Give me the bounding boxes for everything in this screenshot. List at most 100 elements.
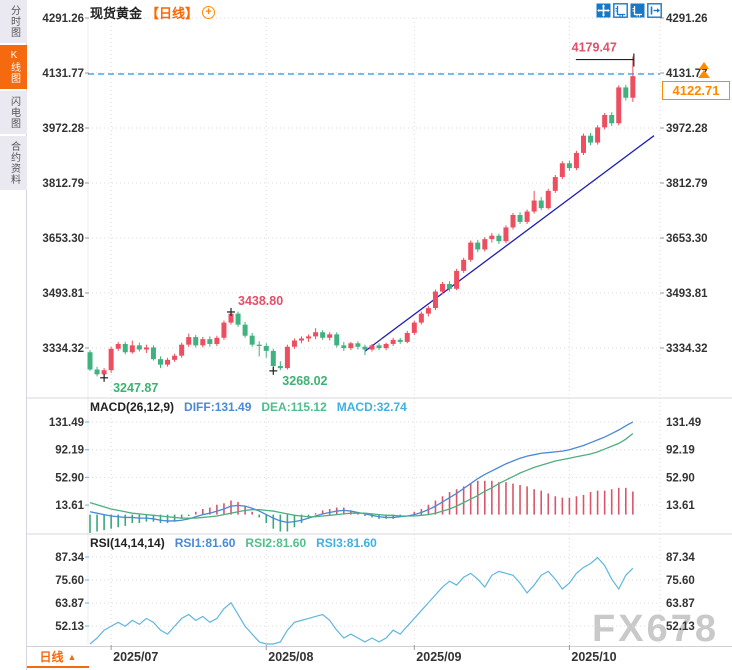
period-tab-label: 日线 xyxy=(39,650,64,664)
rsi2-value: RSI2:81.60 xyxy=(245,536,307,550)
sidebar-item-contract-info[interactable]: 合约资料 xyxy=(0,136,27,190)
pan-crosshair-icon[interactable] xyxy=(596,3,611,18)
candle xyxy=(390,339,396,344)
candle xyxy=(524,211,530,222)
svg-text:75.60: 75.60 xyxy=(666,575,695,587)
candle xyxy=(242,324,248,336)
candle xyxy=(573,152,579,169)
candle xyxy=(108,348,114,371)
candle xyxy=(616,87,622,124)
macd-name: MACD(26,12,9) xyxy=(90,400,175,414)
svg-text:75.60: 75.60 xyxy=(55,575,84,587)
rsi-panel xyxy=(89,556,634,645)
candle xyxy=(313,332,319,337)
svg-text:3438.80: 3438.80 xyxy=(238,294,283,308)
candle xyxy=(545,190,551,209)
candle xyxy=(538,200,544,209)
svg-text:92.19: 92.19 xyxy=(55,445,84,457)
rsi-name: RSI(14,14,14) xyxy=(90,536,165,550)
svg-text:131.49: 131.49 xyxy=(666,417,701,429)
axis-scale-icon[interactable] xyxy=(613,3,628,18)
svg-text:63.87: 63.87 xyxy=(55,598,84,610)
candle xyxy=(186,337,192,345)
svg-text:3247.87: 3247.87 xyxy=(113,381,158,395)
candle xyxy=(552,177,558,191)
macd-indicator-header: MACD(26,12,9) DIFF:131.49 DEA:115.12 MAC… xyxy=(90,400,407,414)
svg-text:52.13: 52.13 xyxy=(55,621,84,633)
candle xyxy=(270,350,276,367)
rsi1-value: RSI1:81.60 xyxy=(174,536,236,550)
svg-text:4131.77: 4131.77 xyxy=(42,68,84,80)
sidebar-item-time-chart[interactable]: 分时图 xyxy=(0,0,27,43)
candle xyxy=(284,346,290,369)
candle xyxy=(214,337,220,344)
svg-text:4291.26: 4291.26 xyxy=(666,13,708,25)
candle xyxy=(503,227,509,242)
candle xyxy=(595,127,601,143)
svg-text:3268.02: 3268.02 xyxy=(282,374,327,388)
svg-text:3493.81: 3493.81 xyxy=(666,288,708,300)
candle xyxy=(581,135,586,153)
candle xyxy=(440,283,445,292)
svg-text:3653.30: 3653.30 xyxy=(42,233,84,245)
svg-text:87.34: 87.34 xyxy=(666,552,695,564)
candle xyxy=(299,338,304,341)
candle xyxy=(517,214,523,222)
collapse-right-icon[interactable] xyxy=(647,3,662,18)
candle xyxy=(122,343,128,353)
chart-toolbar xyxy=(596,3,662,18)
candle xyxy=(291,340,297,347)
chart-title-bar: 现货黄金 【日线】 + xyxy=(90,3,216,22)
candle xyxy=(397,339,403,342)
macd-diff-line xyxy=(89,421,634,524)
period-tab-daily[interactable]: 日线 ▲ xyxy=(27,647,89,668)
candle xyxy=(200,339,206,346)
svg-text:4291.26: 4291.26 xyxy=(42,13,84,25)
svg-text:3972.28: 3972.28 xyxy=(42,123,84,135)
candle xyxy=(588,135,594,143)
macd-panel xyxy=(89,421,634,533)
candle xyxy=(496,235,502,242)
svg-text:92.19: 92.19 xyxy=(666,445,695,457)
svg-text:3334.32: 3334.32 xyxy=(666,343,708,355)
candle xyxy=(510,214,516,228)
candle xyxy=(263,346,269,351)
candle xyxy=(376,345,382,349)
candle xyxy=(602,114,608,128)
svg-text:3972.28: 3972.28 xyxy=(666,123,708,135)
fx678-watermark: FX678 xyxy=(592,608,719,650)
svg-text:3334.32: 3334.32 xyxy=(42,343,84,355)
candle xyxy=(630,76,636,98)
candle xyxy=(355,343,361,347)
rsi-indicator-header: RSI(14,14,14) RSI1:81.60 RSI2:81.60 RSI3… xyxy=(90,536,377,550)
svg-text:3653.30: 3653.30 xyxy=(666,233,708,245)
time-axis-bar: 日线 ▲ xyxy=(27,646,732,669)
add-indicator-icon[interactable]: + xyxy=(202,6,216,19)
price-annotations: 4179.47 3438.80 3247.87 3268.02 xyxy=(100,41,635,395)
candle xyxy=(235,313,241,325)
svg-text:52.90: 52.90 xyxy=(55,472,84,484)
candle xyxy=(609,114,615,124)
candle xyxy=(341,345,347,349)
svg-text:13.61: 13.61 xyxy=(55,500,84,512)
candle xyxy=(425,308,431,314)
sidebar-item-lightning-chart[interactable]: 闪电图 xyxy=(0,91,27,134)
axis-scale-active-icon[interactable] xyxy=(630,3,645,18)
candle xyxy=(461,259,467,271)
macd-hist-value: MACD:32.74 xyxy=(336,400,407,414)
period-label: 【日线】 xyxy=(146,6,199,21)
candle xyxy=(447,283,453,289)
candle xyxy=(129,345,135,353)
sidebar-item-kline-chart[interactable]: K线图 xyxy=(0,45,27,89)
svg-text:131.49: 131.49 xyxy=(49,417,84,429)
candle xyxy=(362,346,368,350)
candle xyxy=(327,334,333,338)
candle xyxy=(193,337,199,346)
candle xyxy=(249,335,255,345)
svg-text:13.61: 13.61 xyxy=(666,500,695,512)
candle xyxy=(482,239,488,250)
candle xyxy=(468,242,474,260)
candle xyxy=(172,355,178,360)
